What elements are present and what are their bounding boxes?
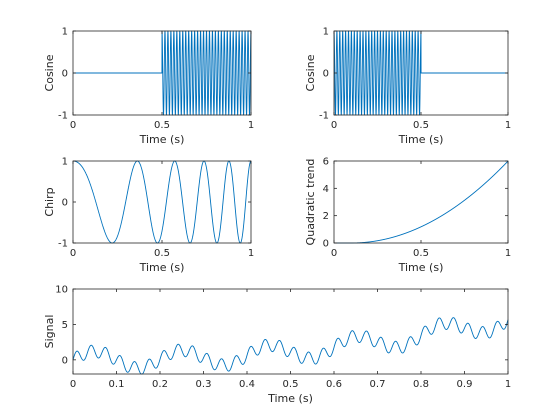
quadratic-trend-ticks: 0 0.5 1 0 2 4 6 [323, 157, 512, 260]
chirp-x-tick-label: 0 [70, 248, 76, 259]
signal-xlabel: Time (s) [267, 392, 313, 405]
cosine-first-half-y-tick-label: -1 [319, 111, 329, 122]
quadratic-trend-panel: 0 0.5 1 0 2 4 6 Time (s) Quadratic trend [304, 157, 511, 275]
signal-x-tick-label: 0.5 [283, 379, 299, 390]
signal-trace [72, 317, 509, 375]
signal-ylabel: Signal [43, 315, 56, 349]
cosine-first-half-x-tick-label: 0 [331, 120, 337, 131]
signal-x-tick-label: 0.4 [239, 379, 255, 390]
cosine-first-half-xlabel: Time (s) [398, 133, 444, 146]
quadratic-trend-xlabel: Time (s) [398, 261, 444, 274]
cosine-first-half-ticks: 0 0.5 1-101 [319, 27, 511, 132]
signal-x-tick-label: 0.1 [109, 379, 125, 390]
chirp-x-tick-label: 1 [248, 248, 254, 259]
signal-y-tick-label: 0 [62, 355, 68, 366]
signal-y-tick-label: 5 [62, 320, 68, 331]
cosine-first-half-y-tick-label: 1 [323, 27, 329, 38]
quadratic-trend-trace [333, 160, 509, 244]
signal-x-tick-label: 0.6 [326, 379, 342, 390]
quadratic-trend-x-tick-label: 1 [505, 248, 511, 259]
signal-x-tick-label: 0.2 [152, 379, 168, 390]
quadratic-trend-y-tick-label: 0 [323, 239, 329, 250]
cosine-first-half-ylabel: Cosine [304, 54, 317, 91]
signal-x-tick-label: 0.7 [370, 379, 386, 390]
chirp-ylabel: Chirp [43, 187, 56, 216]
cosine-first-half-panel: 0 0.5 1-101 Time (s) Cosine [304, 27, 511, 147]
quadratic-trend-x-tick-label: 0.5 [413, 248, 429, 259]
cosine-second-half-xlabel: Time (s) [139, 133, 185, 146]
chirp-ticks: 0 0.5 1-101 [58, 157, 254, 260]
cosine-second-half-y-tick-label: 1 [62, 27, 68, 38]
chirp-y-tick-label: 0 [62, 198, 68, 209]
cosine-second-half-panel: 0 0.5 1-101 Time (s) Cosine [43, 27, 254, 147]
cosine-second-half-y-tick-label: -1 [58, 111, 68, 122]
signal-x-tick-label: 0.3 [196, 379, 212, 390]
cosine-first-half-y-tick-label: 0 [323, 69, 329, 80]
quadratic-trend-y-tick-label: 4 [323, 184, 329, 195]
chirp-y-tick-label: -1 [58, 239, 68, 250]
quadratic-trend-x-tick-label: 0 [331, 248, 337, 259]
cosine-second-half-x-tick-label: 0 [70, 120, 76, 131]
signal-x-tick-label: 1 [505, 379, 511, 390]
chirp-panel: 0 0.5 1-101 Time (s) Chirp [43, 157, 254, 275]
cosine-second-half-x-tick-label: 1 [248, 120, 254, 131]
chirp-y-tick-label: 1 [62, 157, 68, 168]
cosine-second-half-x-tick-label: 0.5 [154, 120, 170, 131]
cosine-second-half-ticks: 0 0.5 1-101 [58, 27, 254, 132]
chirp-trace [72, 160, 252, 244]
signal-x-tick-label: 0 [70, 379, 76, 390]
quadratic-trend-y-tick-label: 2 [323, 211, 329, 222]
cosine-second-half-ylabel: Cosine [43, 54, 56, 91]
chirp-xlabel: Time (s) [139, 261, 185, 274]
signal-x-tick-label: 0.8 [413, 379, 429, 390]
signal-x-tick-label: 0.9 [457, 379, 473, 390]
signal-y-tick-label: 10 [55, 285, 68, 296]
quadratic-trend-ylabel: Quadratic trend [304, 159, 317, 246]
cosine-first-half-x-tick-label: 0.5 [413, 120, 429, 131]
cosine-first-half-x-tick-label: 1 [505, 120, 511, 131]
chirp-x-tick-label: 0.5 [154, 248, 170, 259]
quadratic-trend-y-tick-label: 6 [323, 157, 329, 168]
cosine-second-half-y-tick-label: 0 [62, 69, 68, 80]
